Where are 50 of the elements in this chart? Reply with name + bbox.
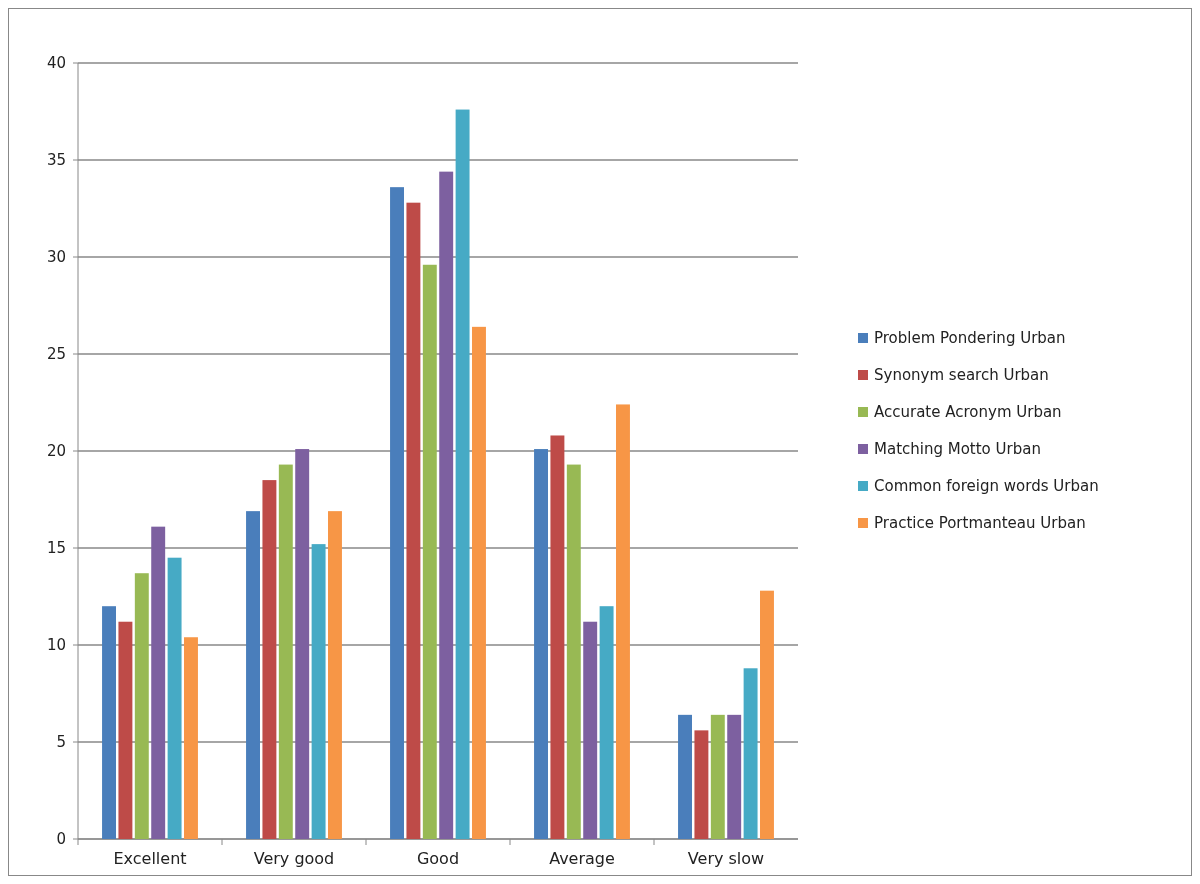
bar xyxy=(455,109,470,839)
y-tick-label: 40 xyxy=(46,54,66,73)
bar xyxy=(616,404,630,839)
x-tick-label: Good xyxy=(416,849,460,868)
bar xyxy=(328,511,342,839)
legend-label: Common foreign words Urban xyxy=(874,477,1099,496)
bar xyxy=(262,480,277,839)
bar xyxy=(167,557,182,839)
legend-label: Synonym search Urban xyxy=(874,366,1049,385)
y-tick-label: 10 xyxy=(46,636,66,655)
bar xyxy=(743,668,758,839)
y-tick-label: 15 xyxy=(46,539,66,558)
bar xyxy=(710,714,725,839)
bar xyxy=(118,621,133,839)
bar xyxy=(184,637,198,839)
bar xyxy=(566,464,581,839)
x-tick-label: Very good xyxy=(253,849,335,868)
bar xyxy=(102,606,116,839)
y-tick-label: 0 xyxy=(56,830,66,849)
bar xyxy=(678,714,692,839)
y-tick-label: 35 xyxy=(46,151,66,170)
bar xyxy=(390,187,404,839)
y-tick-label: 5 xyxy=(56,733,66,752)
y-tick-label: 25 xyxy=(46,345,66,364)
x-tick-label: Average xyxy=(549,849,615,868)
bar xyxy=(246,511,260,839)
bar xyxy=(534,449,548,839)
bar xyxy=(472,326,486,839)
y-tick-label: 30 xyxy=(46,248,66,267)
bar xyxy=(760,590,774,839)
x-tick-label: Very slow xyxy=(687,849,765,868)
bar xyxy=(151,526,166,839)
x-tick-label: Excellent xyxy=(113,849,187,868)
bar xyxy=(295,449,310,839)
bar xyxy=(134,573,149,839)
bar xyxy=(406,202,421,839)
legend-label: Matching Motto Urban xyxy=(874,440,1041,459)
y-tick-label: 20 xyxy=(46,442,66,461)
bar xyxy=(422,264,437,839)
bar xyxy=(311,544,326,839)
legend-label: Practice Portmanteau Urban xyxy=(874,514,1086,533)
bar xyxy=(599,606,614,839)
bar xyxy=(550,435,565,839)
bar xyxy=(439,171,454,839)
bar xyxy=(694,730,709,839)
bar xyxy=(583,621,598,839)
bar xyxy=(278,464,293,839)
bar xyxy=(727,714,742,839)
legend-label: Accurate Acronym Urban xyxy=(874,403,1062,422)
legend-label: Problem Pondering Urban xyxy=(874,329,1066,348)
